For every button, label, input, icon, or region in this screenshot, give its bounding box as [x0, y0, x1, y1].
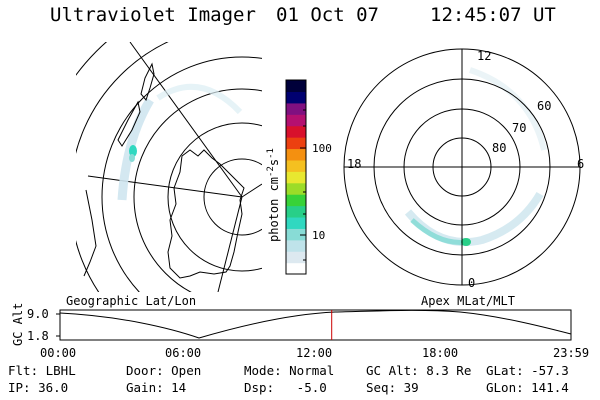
- colorbar-tick-100: 100: [312, 142, 332, 155]
- instrument-title: Ultraviolet Imager: [50, 4, 256, 26]
- colorbar-band: [286, 114, 306, 127]
- new-zealand-south-island: [117, 100, 141, 147]
- colorbar-band: [286, 262, 306, 275]
- geographic-map-label: Geographic Lat/Lon: [66, 294, 196, 308]
- altitude-timeline: GC Alt 9.0 1.8 00:00 06:00 12:00 18:00 2…: [11, 303, 589, 360]
- longitude-line: [241, 183, 262, 198]
- latitude-circle: [133, 88, 262, 292]
- observation-date: 01 Oct 07: [276, 4, 379, 26]
- mlt-label-0: 0: [468, 276, 475, 290]
- mlt-label-18: 18: [347, 157, 361, 171]
- colorbar-ticks: [300, 109, 306, 261]
- timeline-y-ticks: [56, 313, 60, 337]
- colorbar-frame: [285, 79, 307, 275]
- colorbar-band: [286, 182, 306, 195]
- antarctica-coastline: [167, 149, 245, 279]
- filter-info: Flt: LBHL: [8, 363, 76, 378]
- mlat-label-80: 80: [492, 141, 506, 155]
- gc-alt-info: GC Alt: 8.3 Re: [366, 363, 472, 378]
- x-tick-label-1800: 18:00: [422, 346, 458, 360]
- mlat-label-60: 60: [537, 99, 551, 113]
- y-tick-label-1-8: 1.8: [27, 329, 49, 343]
- glat-info: GLat: -57.3: [486, 363, 569, 378]
- longitude-line: [129, 42, 243, 198]
- colorbar-band: [286, 171, 306, 184]
- colorbar-band: [286, 239, 306, 252]
- mlt-label-6: 6: [577, 157, 584, 171]
- colorbar-band: [286, 125, 306, 138]
- mode-info: Mode: Normal: [244, 363, 335, 378]
- colorbar-band: [286, 159, 306, 172]
- x-tick-label-2359: 23:59: [553, 346, 589, 360]
- latitude-circle: [101, 56, 262, 292]
- colorbar-band: [286, 80, 306, 93]
- geographic-map: [76, 42, 262, 292]
- coastline: [83, 189, 97, 277]
- colorbar-tick-10: 10: [312, 229, 325, 242]
- x-tick-label-1200: 12:00: [296, 346, 332, 360]
- colorbar-band: [286, 228, 306, 241]
- colorbar-band: [286, 205, 306, 218]
- y-tick-label-9-0: 9.0: [27, 307, 49, 321]
- apex-map-label: Apex MLat/MLT: [421, 294, 515, 308]
- seq-info: Seq: 39: [366, 380, 419, 395]
- mlt-label-12: 12: [477, 49, 491, 63]
- apex-polar-plot: 12 18 6 0 60 70 80: [343, 48, 584, 290]
- longitude-line: [217, 196, 243, 292]
- colorbar-band: [286, 216, 306, 229]
- colorbar-band: [286, 148, 306, 161]
- colorbar: [286, 80, 306, 275]
- colorbar-band: [286, 251, 306, 264]
- dsp-info: Dsp: -5.0: [244, 380, 327, 395]
- x-tick-label-0000: 00:00: [40, 346, 76, 360]
- observation-time: 12:45:07 UT: [430, 4, 556, 26]
- colorbar-band: [286, 91, 306, 104]
- aurora-emission-left: [117, 83, 243, 201]
- altitude-curve: [59, 309, 572, 339]
- x-tick-label-0600: 06:00: [165, 346, 201, 360]
- colorbar-band: [286, 194, 306, 207]
- longitude-line: [87, 175, 243, 198]
- latitude-circle: [167, 122, 262, 272]
- ip-info: IP: 36.0: [8, 380, 69, 395]
- glon-info: GLon: 141.4: [486, 380, 569, 395]
- colorbar-band: [286, 102, 306, 115]
- colorbar-unit-label: photon cm-2s-1: [266, 148, 281, 242]
- new-zealand-north-island: [140, 62, 155, 102]
- timeline-y-axis-label: GC Alt: [11, 303, 25, 346]
- timeline-frame: [59, 309, 572, 341]
- colorbar-band: [286, 137, 306, 150]
- latitude-circle: [203, 158, 262, 236]
- aurora-emission-right: [404, 67, 547, 247]
- mlat-label-70: 70: [512, 121, 526, 135]
- door-info: Door: Open: [126, 363, 202, 378]
- gain-info: Gain: 14: [126, 380, 187, 395]
